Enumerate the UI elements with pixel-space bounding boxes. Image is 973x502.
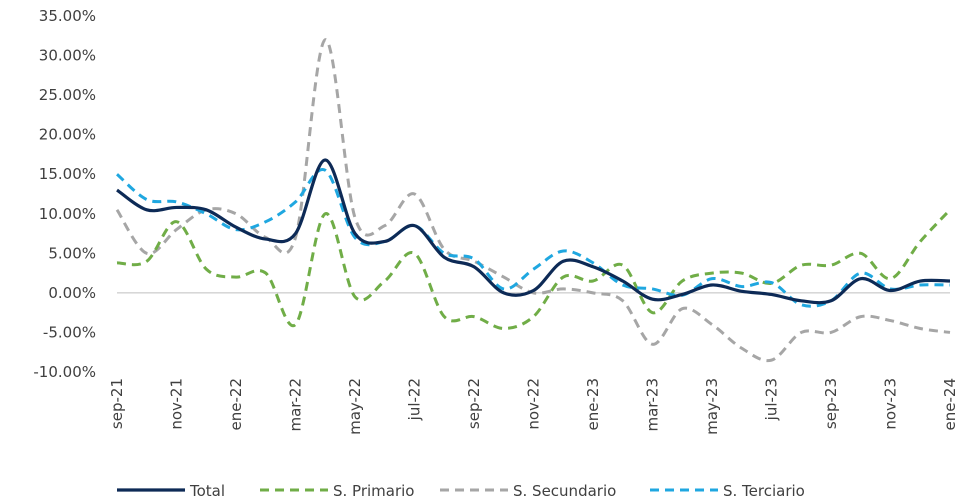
x-tick-label: sep-22	[465, 378, 483, 429]
x-tick-label: nov-21	[168, 378, 186, 430]
x-tick-label: nov-22	[525, 378, 543, 430]
series-line-total	[116, 158, 951, 305]
x-tick-label: ene-24	[941, 378, 959, 430]
x-tick-label: jul-23	[763, 378, 781, 421]
y-tick-label: 30.00%	[39, 47, 96, 65]
x-tick-label: sep-23	[822, 378, 840, 429]
legend: Total S. Primario S. Secundario S. Terciari…	[117, 482, 805, 500]
y-tick-label: 20.00%	[39, 126, 96, 144]
y-tick-label: 25.00%	[39, 86, 96, 104]
series-line-s-secundario	[115, 38, 951, 363]
legend-label: S. Secundario	[513, 482, 616, 500]
y-tick-label: 15.00%	[39, 165, 96, 183]
x-axis-tick-labels: sep-21 nov-21 ene-22 mar-22 may-22 jul-22 sep-…	[108, 378, 959, 435]
y-tick-label: -5.00%	[43, 323, 96, 341]
x-tick-label: may-22	[346, 378, 364, 435]
legend-label: S. Primario	[333, 482, 415, 500]
x-tick-label: ene-23	[584, 378, 602, 430]
x-tick-label: nov-23	[882, 378, 900, 430]
legend-label: Total	[189, 482, 225, 500]
series-lines	[115, 38, 952, 363]
y-axis-tick-labels: 35.00% 30.00% 25.00% 20.00% 15.00% 10.00% 5.00…	[33, 7, 96, 381]
series-line-s-terciario	[115, 168, 951, 308]
series-line-s-primario	[116, 208, 952, 330]
y-tick-label: 35.00%	[39, 7, 96, 25]
x-tick-label: ene-22	[227, 378, 245, 430]
legend-label: S. Terciario	[723, 482, 805, 500]
x-tick-label: jul-22	[406, 378, 424, 421]
x-tick-label: mar-23	[644, 378, 662, 432]
y-tick-label: 10.00%	[39, 205, 96, 223]
y-tick-label: 5.00%	[48, 244, 96, 262]
y-tick-label: -10.00%	[33, 363, 96, 381]
x-tick-label: mar-22	[287, 378, 305, 432]
y-tick-label: 0.00%	[48, 284, 96, 302]
x-tick-label: sep-21	[108, 378, 126, 429]
x-tick-label: may-23	[703, 378, 721, 435]
